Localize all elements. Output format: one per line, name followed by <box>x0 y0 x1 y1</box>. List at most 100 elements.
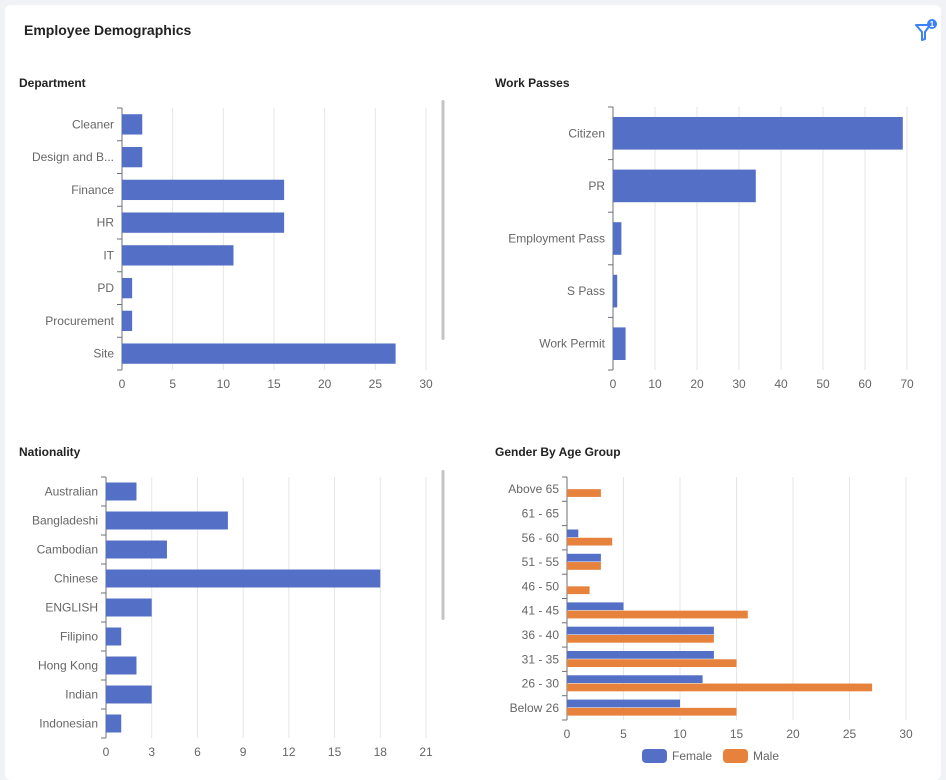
work-passes-x-tick-label: 40 <box>774 377 788 391</box>
work-passes-x-tick-label: 30 <box>732 377 746 391</box>
nationality-category-label: Bangladeshi <box>32 514 98 528</box>
gender-age-bar-male <box>567 562 601 570</box>
department-bar <box>122 179 285 201</box>
nationality-x-tick-label: 12 <box>282 745 296 759</box>
department-category-label: PD <box>97 281 114 295</box>
gender-age-category-label: 31 - 35 <box>522 652 560 666</box>
gender-age-bar-female <box>567 626 714 635</box>
nationality-category-label: Indonesian <box>39 717 98 731</box>
gender-age-bar-female <box>567 602 624 611</box>
filter-badge: 1 <box>930 20 935 29</box>
page-title: Employee Demographics <box>24 22 192 38</box>
nationality-bar <box>106 540 167 559</box>
nationality-bar <box>106 685 152 704</box>
work-passes-title: Work Passes <box>495 76 570 90</box>
nationality-category-label: Australian <box>45 485 98 499</box>
gender-age-bar-male <box>567 659 737 668</box>
gender-age-x-tick-label: 20 <box>786 727 800 741</box>
work-passes-category-label: Citizen <box>568 126 605 140</box>
gender-age-category-label: 51 - 55 <box>522 555 560 569</box>
gender-age-x-tick-label: 15 <box>730 727 744 741</box>
gender-age-bar-male <box>567 586 590 595</box>
work-passes-x-tick-label: 20 <box>690 377 704 391</box>
work-passes-category-label: Employment Pass <box>508 232 605 246</box>
filter-icon: 1 <box>915 19 937 41</box>
department-bar <box>122 310 133 332</box>
gender-age-bar-female <box>567 553 601 562</box>
gender-age-bar-female <box>567 675 703 684</box>
gender-age-x-tick-label: 25 <box>843 727 857 741</box>
work-passes-x-tick-label: 60 <box>858 377 872 391</box>
work-passes-category-label: S Pass <box>567 284 605 298</box>
department-x-tick-label: 15 <box>267 377 281 391</box>
nationality-bar <box>106 656 137 675</box>
gender-age-bar-male <box>567 634 714 643</box>
nationality-x-tick-label: 6 <box>194 745 201 759</box>
department-x-tick-label: 0 <box>119 377 126 391</box>
gender-age-title: Gender By Age Group <box>495 445 621 459</box>
gender-age-bar-male <box>567 489 601 497</box>
work-passes-category-label: PR <box>588 179 605 193</box>
department-bar <box>122 146 143 168</box>
nationality-x-tick-label: 3 <box>148 745 155 759</box>
department-category-label: HR <box>97 216 115 230</box>
nationality-category-label: Filipino <box>60 630 98 644</box>
department-x-tick-label: 30 <box>419 377 433 391</box>
nationality-category-label: Cambodian <box>37 543 98 557</box>
legend-swatch-male <box>723 749 748 763</box>
gender-age-category-label: Above 65 <box>508 482 559 496</box>
legend-label-male: Male <box>753 749 779 763</box>
filter-button[interactable]: 1 <box>915 19 939 43</box>
work-passes-bar <box>613 274 618 308</box>
nationality-x-tick-label: 21 <box>419 745 433 759</box>
gender-age-category-label: Below 26 <box>510 701 560 715</box>
department-category-label: Site <box>93 347 114 361</box>
gender-age-category-label: 41 - 45 <box>522 604 560 618</box>
nationality-bar <box>106 714 122 733</box>
gender-age-bar-male <box>567 683 873 692</box>
nationality-category-label: Hong Kong <box>38 659 98 673</box>
nationality-scrollbar[interactable] <box>441 470 445 620</box>
work-passes-bar <box>613 116 903 150</box>
nationality-bar <box>106 511 228 530</box>
department-x-tick-label: 10 <box>217 377 231 391</box>
department-x-tick-label: 5 <box>169 377 176 391</box>
department-bar <box>122 277 133 299</box>
gender-age-bar-male <box>567 537 613 546</box>
department-category-label: Cleaner <box>72 117 114 131</box>
work-passes-bar <box>613 222 622 255</box>
nationality-x-tick-label: 15 <box>328 745 342 759</box>
nationality-x-tick-label: 18 <box>374 745 388 759</box>
department-bar <box>122 245 234 266</box>
department-category-label: IT <box>103 248 114 262</box>
department-title: Department <box>19 76 86 90</box>
department-scrollbar[interactable] <box>441 100 445 340</box>
work-passes-x-tick-label: 70 <box>900 377 914 391</box>
nationality-x-tick-label: 0 <box>103 745 110 759</box>
nationality-bar <box>106 569 381 588</box>
nationality-title: Nationality <box>19 445 81 459</box>
department-category-label: Procurement <box>45 314 114 328</box>
nationality-bar <box>106 627 122 646</box>
gender-age-bar-female <box>567 529 579 538</box>
nationality-category-label: Indian <box>65 688 98 702</box>
department-category-label: Finance <box>71 183 114 197</box>
gender-age-x-tick-label: 10 <box>673 727 687 741</box>
department-category-label: Design and B... <box>32 150 114 164</box>
gender-age-category-label: 56 - 60 <box>522 531 560 545</box>
department-x-tick-label: 25 <box>369 377 383 391</box>
gender-age-bar-male <box>567 707 737 716</box>
nationality-category-label: ENGLISH <box>45 601 98 615</box>
department-bar <box>122 212 285 233</box>
department-x-tick-label: 20 <box>318 377 332 391</box>
gender-age-bar-female <box>567 699 680 708</box>
work-passes-x-tick-label: 0 <box>610 377 617 391</box>
nationality-x-tick-label: 9 <box>240 745 247 759</box>
nationality-bar <box>106 598 152 617</box>
gender-age-x-tick-label: 30 <box>899 727 913 741</box>
work-passes-category-label: Work Permit <box>539 337 605 351</box>
nationality-category-label: Chinese <box>54 572 98 586</box>
gender-age-category-label: 36 - 40 <box>522 628 560 642</box>
nationality-bar <box>106 482 137 501</box>
